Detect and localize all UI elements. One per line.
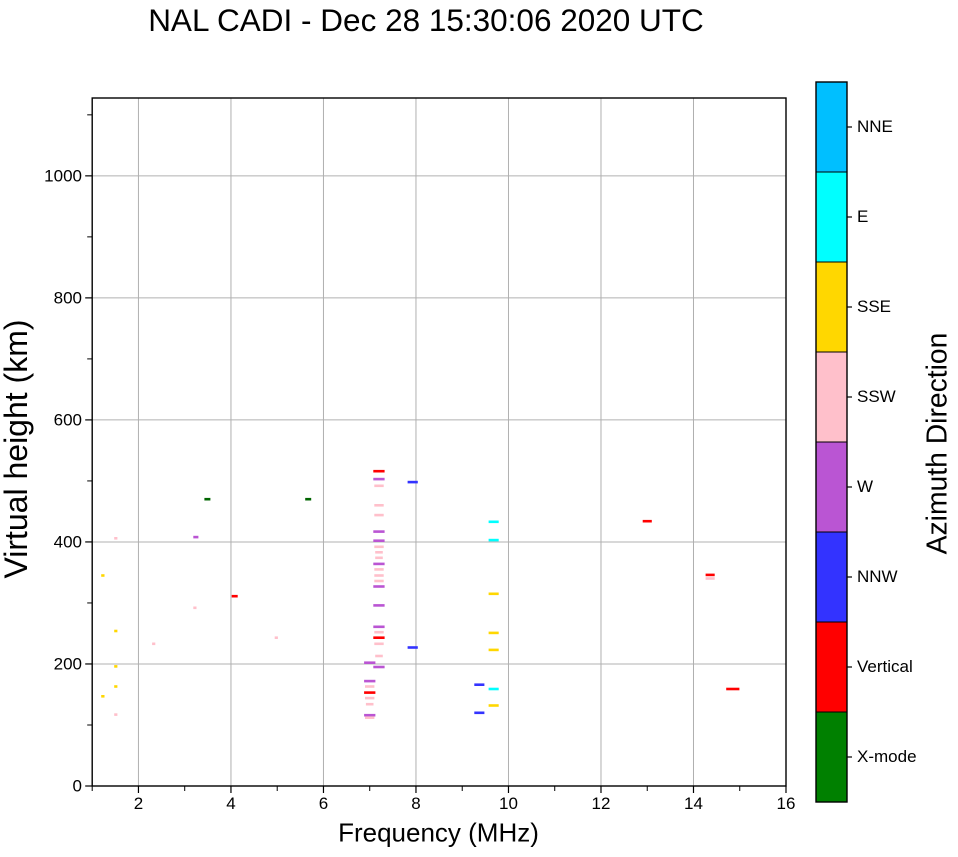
svg-text:Virtual height (km): Virtual height (km) (0, 319, 34, 578)
svg-text:E: E (857, 207, 868, 226)
svg-text:800: 800 (54, 288, 82, 307)
svg-text:X-mode: X-mode (857, 747, 917, 766)
svg-text:NNW: NNW (857, 567, 898, 586)
svg-text:600: 600 (54, 410, 82, 429)
svg-text:W: W (857, 477, 873, 496)
svg-text:0: 0 (73, 777, 82, 796)
svg-text:6: 6 (319, 794, 328, 813)
svg-text:14: 14 (684, 794, 703, 813)
svg-text:4: 4 (226, 794, 235, 813)
svg-text:200: 200 (54, 654, 82, 673)
svg-text:NNE: NNE (857, 117, 893, 136)
svg-text:400: 400 (54, 532, 82, 551)
svg-text:2: 2 (134, 794, 143, 813)
svg-text:SSE: SSE (857, 297, 891, 316)
svg-text:Vertical: Vertical (857, 657, 913, 676)
svg-text:16: 16 (777, 794, 796, 813)
svg-text:Frequency (MHz): Frequency (MHz) (338, 818, 539, 848)
svg-text:8: 8 (411, 794, 420, 813)
svg-text:12: 12 (592, 794, 611, 813)
svg-text:10: 10 (499, 794, 518, 813)
svg-text:Azimuth Direction: Azimuth Direction (921, 333, 953, 555)
svg-text:1000: 1000 (44, 166, 82, 185)
svg-text:SSW: SSW (857, 387, 896, 406)
